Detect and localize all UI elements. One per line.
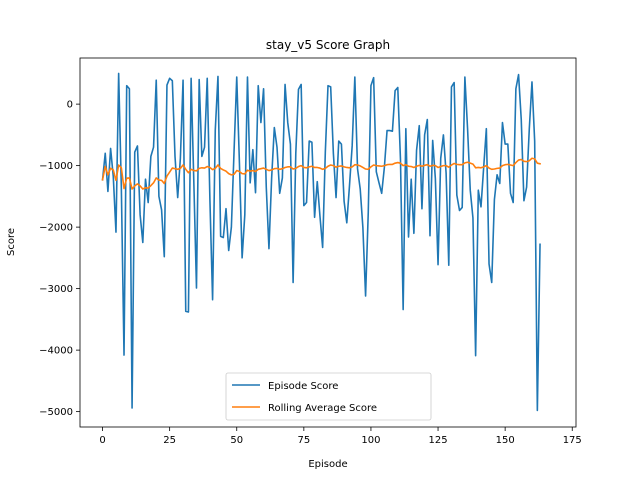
legend-label-episode: Episode Score — [268, 381, 338, 392]
x-tick-label: 100 — [361, 435, 380, 446]
x-tick-label: 25 — [163, 435, 176, 446]
legend: Episode Score Rolling Average Score — [225, 372, 432, 421]
x-axis: 0 25 50 75 100 125 150 175 — [99, 427, 582, 446]
x-tick-label: 150 — [496, 435, 515, 446]
x-tick-label: 75 — [297, 435, 310, 446]
y-tick-label: −3000 — [39, 284, 73, 295]
plot-frame — [79, 57, 577, 428]
y-tick-label: −1000 — [39, 161, 73, 172]
y-tick-label: −4000 — [39, 346, 73, 357]
x-tick-label: 125 — [428, 435, 447, 446]
x-tick-label: 175 — [563, 435, 582, 446]
y-tick-label: 0 — [67, 100, 73, 111]
y-tick-label: −2000 — [39, 223, 73, 234]
series-line-episode — [101, 72, 541, 412]
x-axis-label: Episode — [308, 459, 347, 470]
y-tick-label: −5000 — [39, 407, 73, 418]
x-tick-label: 0 — [99, 435, 105, 446]
y-axis: −5000 −4000 −3000 −2000 −1000 0 — [39, 100, 80, 418]
y-axis-label: Score — [6, 228, 17, 256]
legend-label-rolling: Rolling Average Score — [268, 403, 377, 414]
legend-box — [225, 372, 432, 421]
x-tick-label: 50 — [230, 435, 243, 446]
series-line-rolling — [101, 157, 541, 190]
series-layer — [101, 72, 541, 412]
chart-title: stay_v5 Score Graph — [266, 38, 390, 52]
